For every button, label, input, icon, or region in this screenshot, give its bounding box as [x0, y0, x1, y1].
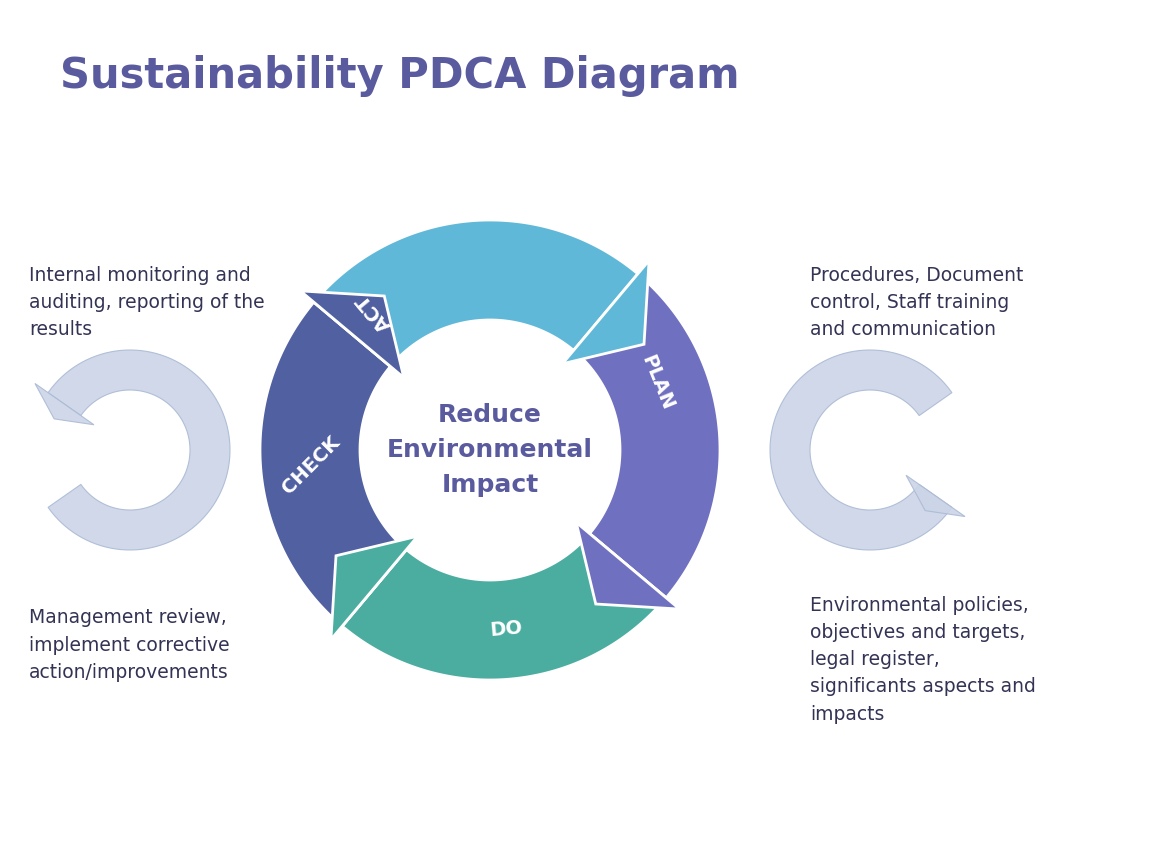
Text: Procedures, Document
control, Staff training
and communication: Procedures, Document control, Staff trai…: [810, 266, 1024, 339]
Text: CHECK: CHECK: [278, 433, 343, 498]
Polygon shape: [314, 220, 638, 367]
Text: Management review,
implement corrective
action/improvements: Management review, implement corrective …: [29, 608, 230, 682]
Polygon shape: [562, 261, 649, 364]
Polygon shape: [48, 350, 230, 550]
Text: Reduce
Environmental
Impact: Reduce Environmental Impact: [387, 403, 593, 497]
Polygon shape: [906, 476, 965, 517]
Polygon shape: [331, 536, 417, 639]
Circle shape: [365, 325, 614, 575]
Polygon shape: [260, 303, 407, 626]
Text: Sustainability PDCA Diagram: Sustainability PDCA Diagram: [59, 55, 739, 97]
Polygon shape: [35, 383, 94, 425]
Polygon shape: [576, 522, 680, 609]
Text: Environmental policies,
objectives and targets,
legal register,
significants asp: Environmental policies, objectives and t…: [810, 596, 1037, 723]
Text: PLAN: PLAN: [638, 352, 676, 413]
Polygon shape: [470, 220, 719, 598]
Polygon shape: [770, 350, 951, 550]
Polygon shape: [301, 291, 403, 378]
Polygon shape: [342, 534, 666, 680]
Text: DO: DO: [489, 619, 522, 640]
Text: Internal monitoring and
auditing, reporting of the
results: Internal monitoring and auditing, report…: [29, 266, 265, 339]
Text: ACT: ACT: [353, 290, 395, 334]
